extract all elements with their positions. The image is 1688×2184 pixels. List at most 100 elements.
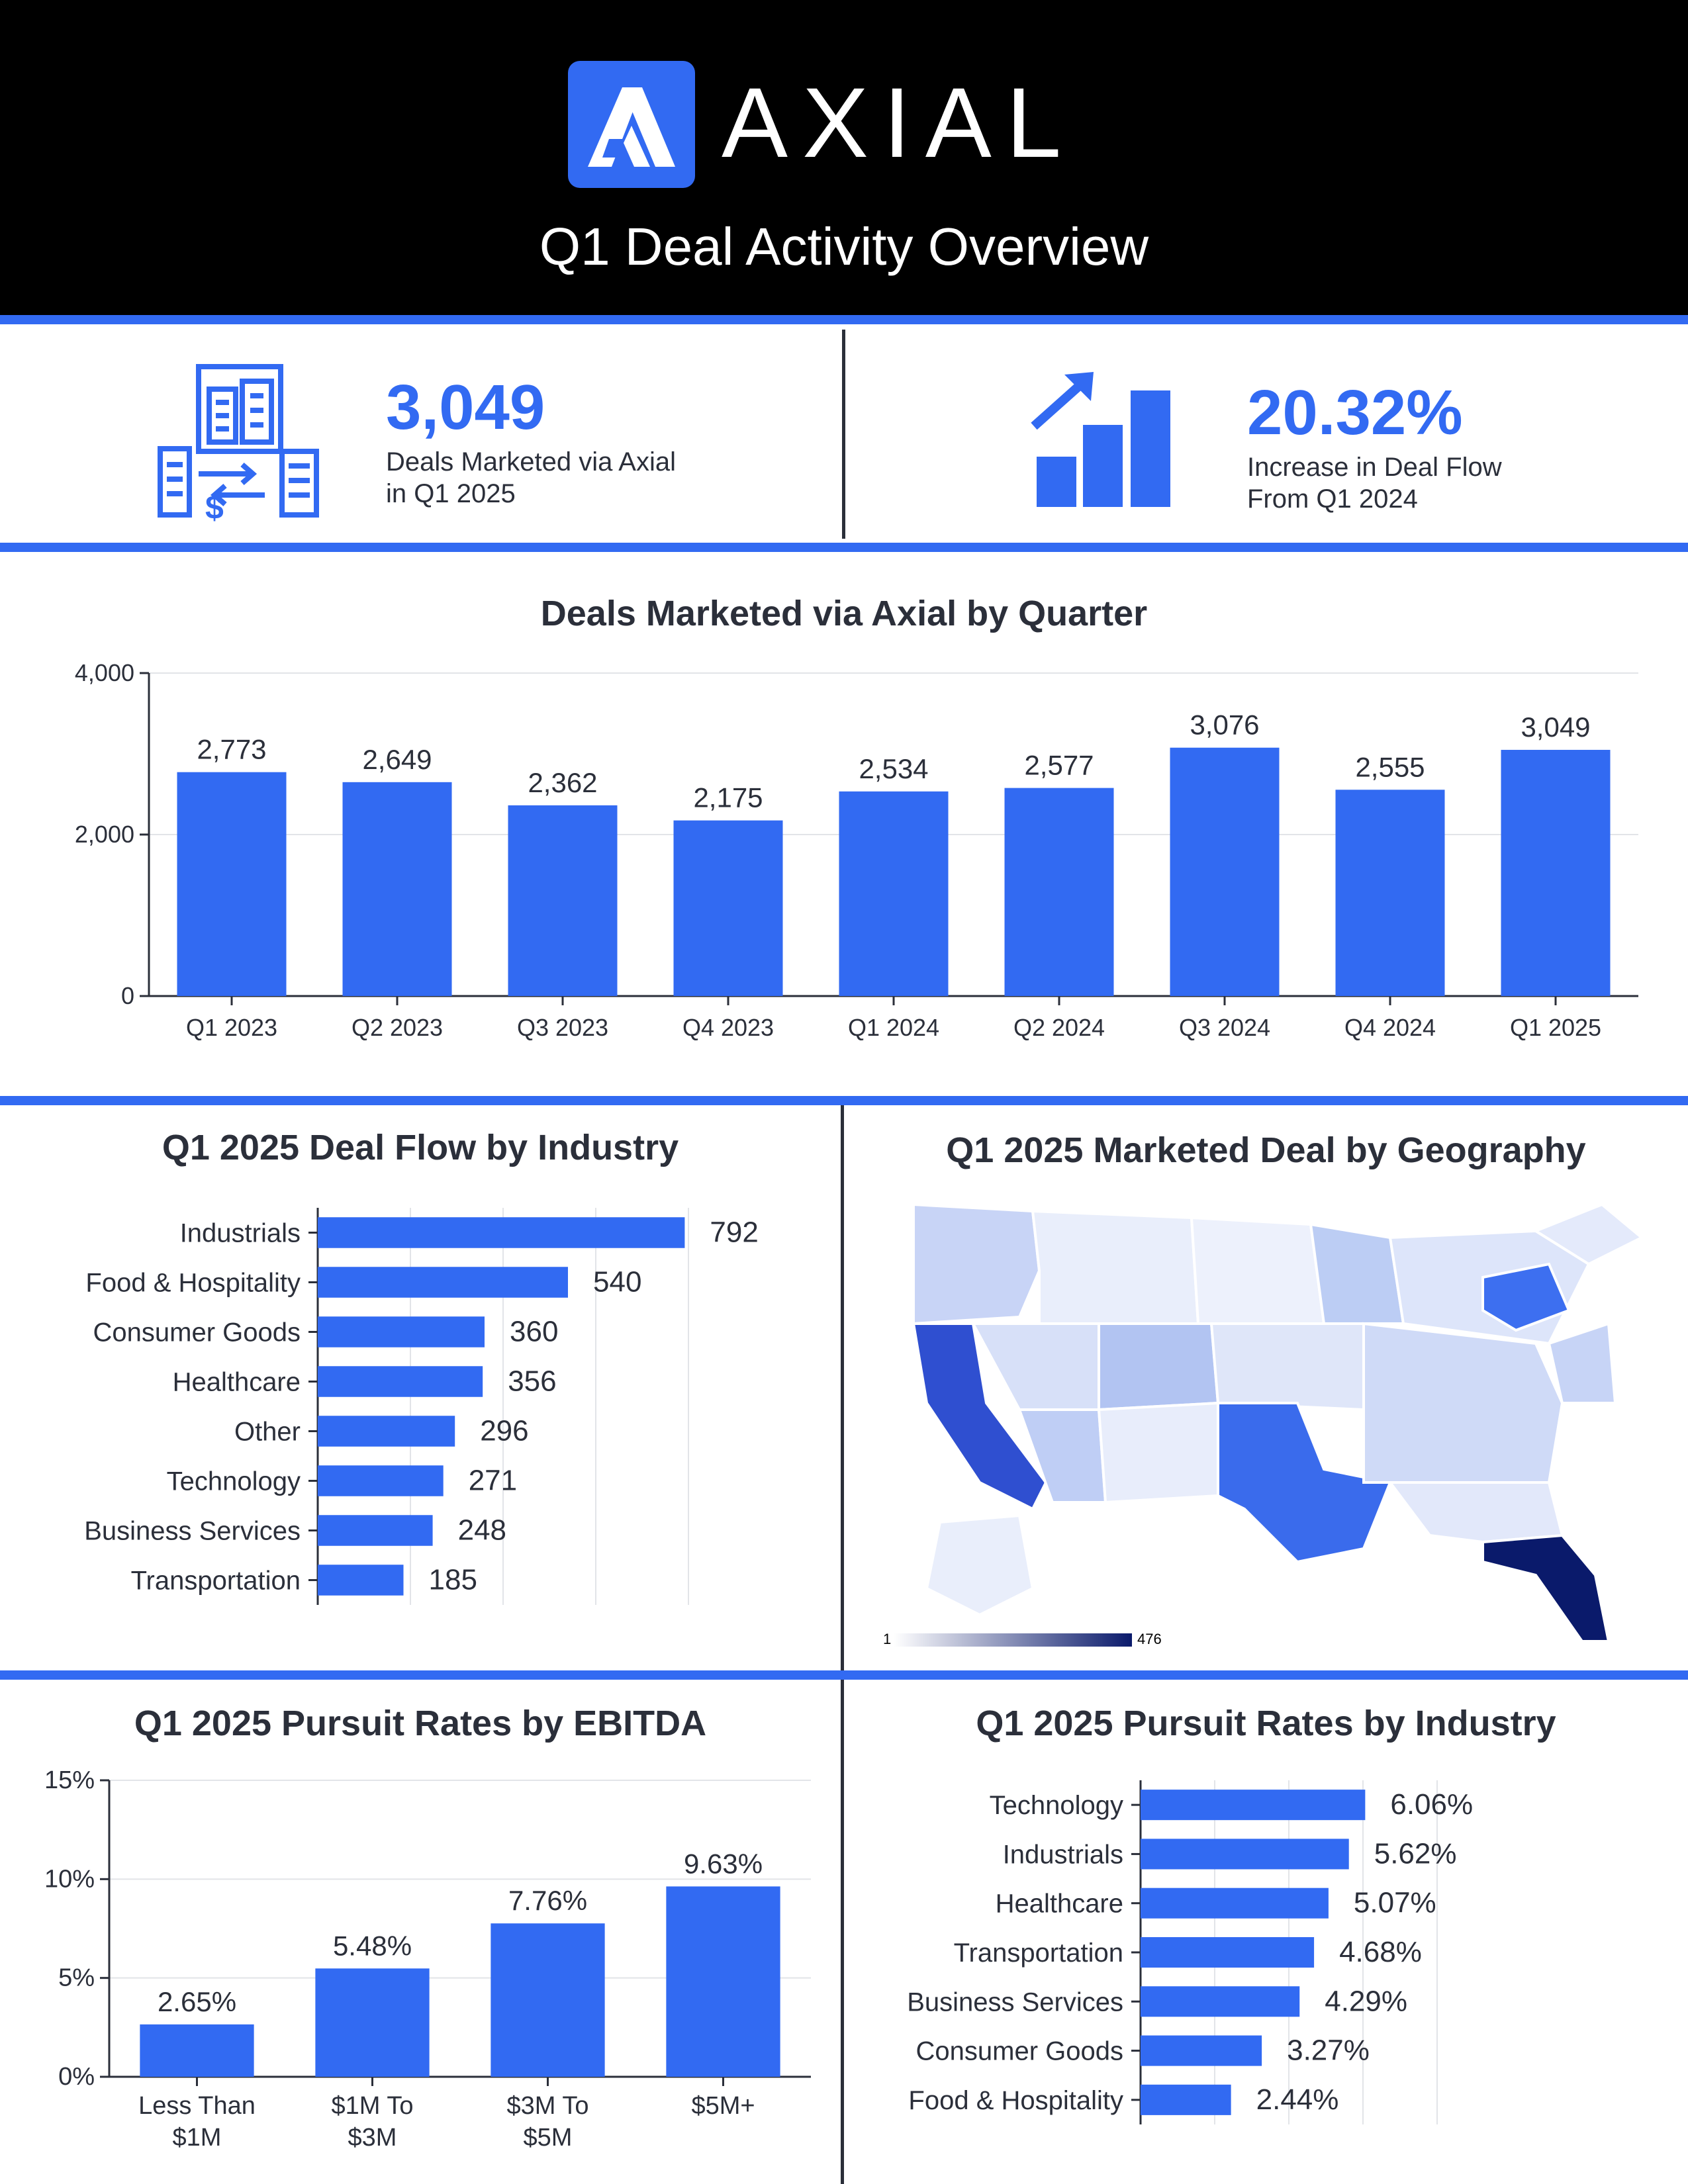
- section-divider: [0, 543, 1688, 552]
- bar: [140, 2024, 254, 2077]
- y-tick-label: Business Services: [84, 1517, 301, 1546]
- map-region-colorado: [1098, 1322, 1220, 1412]
- bar-value-label: 2.44%: [1256, 2083, 1339, 2116]
- bar: [508, 805, 618, 996]
- geo-map-title: Q1 2025 Marketed Deal by Geography: [946, 1130, 1586, 1170]
- buildings-exchange-icon: $: [152, 363, 324, 526]
- kpi-deals-label: Deals Marketed via Axial in Q1 2025: [386, 447, 676, 508]
- y-tick-label: 10%: [44, 1865, 95, 1893]
- map-region-texas: [1217, 1402, 1392, 1564]
- bar: [318, 1416, 455, 1447]
- header-banner: [0, 0, 1688, 315]
- x-tick-label: Q1 2023: [186, 1014, 277, 1041]
- bar: [491, 1923, 605, 2077]
- bar: [1501, 750, 1611, 996]
- y-tick-label: Transportation: [131, 1567, 301, 1596]
- y-tick-label: Consumer Goods: [916, 2037, 1123, 2066]
- bar-value-label: 356: [508, 1365, 556, 1398]
- bar-value-label: 5.62%: [1374, 1837, 1457, 1870]
- bar-value-label: 2,577: [1024, 750, 1094, 781]
- x-tick-label: Q1 2025: [1510, 1014, 1601, 1041]
- y-tick-label: Business Services: [907, 1987, 1123, 2017]
- quarterly-chart-title: Deals Marketed via Axial by Quarter: [540, 594, 1148, 633]
- map-region-mid-atlantic: [1547, 1322, 1617, 1404]
- kpi-deals-value: 3,049: [386, 372, 545, 443]
- bar: [318, 1565, 404, 1596]
- color-scale-bar: [894, 1633, 1132, 1647]
- map-region-south-central: [1362, 1322, 1564, 1484]
- svg-text:$: $: [205, 489, 224, 522]
- bar-value-label: 5.48%: [333, 1930, 412, 1961]
- x-tick-label: Less Than: [138, 2092, 256, 2120]
- bar: [318, 1316, 485, 1347]
- bar-value-label: 2,362: [528, 767, 597, 798]
- map-region-alaska: [925, 1514, 1035, 1617]
- y-tick-label: Industrials: [180, 1219, 301, 1248]
- y-tick-label: Healthcare: [996, 1889, 1123, 1919]
- bar-value-label: 3,049: [1521, 711, 1590, 743]
- bar: [1141, 2084, 1231, 2115]
- bar-value-label: 6.06%: [1390, 1788, 1473, 1821]
- us-choropleth-map: [912, 1203, 1644, 1641]
- axial-logo-icon: [568, 61, 695, 188]
- industry-chart-title: Q1 2025 Deal Flow by Industry: [162, 1128, 679, 1167]
- map-region-northwest: [912, 1203, 1041, 1326]
- x-tick-label: Q3 2023: [517, 1014, 608, 1041]
- bar: [1141, 2035, 1262, 2066]
- y-tick-label: Transportation: [954, 1938, 1123, 1968]
- y-tick-label: 15%: [44, 1766, 95, 1794]
- x-tick-label: $5M: [524, 2124, 573, 2152]
- y-tick-label: Food & Hospitality: [85, 1269, 301, 1298]
- x-tick-label: Q4 2024: [1344, 1014, 1436, 1041]
- map-region-new-york: [1481, 1262, 1571, 1332]
- pursuit-industry-bar-chart: Technology 6.06% Industrials 5.62% Healthcar…: [907, 1780, 1473, 2124]
- map-region-california: [912, 1322, 1048, 1511]
- industry-bar-chart: Industrials 792 Food & Hospitality 540 Consu…: [84, 1208, 759, 1605]
- bar-value-label: 540: [593, 1266, 641, 1298]
- bar: [318, 1465, 444, 1496]
- bar-growth-icon: [1030, 371, 1176, 510]
- bar-value-label: 5.07%: [1354, 1887, 1436, 1919]
- y-tick-label: Technology: [990, 1791, 1123, 1820]
- logo-wordmark: AXIAL: [722, 67, 1076, 178]
- bar: [1170, 747, 1280, 996]
- map-region-gulf-coast: [1387, 1481, 1564, 1544]
- bar: [1141, 1839, 1349, 1870]
- map-region-florida: [1481, 1533, 1611, 1641]
- section-divider: [0, 1670, 1688, 1680]
- y-tick-label: 2,000: [75, 821, 134, 848]
- y-tick-label: Healthcare: [173, 1368, 301, 1397]
- ebitda-bar-chart: 0% 5% 10% 15% 2.65% Less Than $1M 5.48% $1M To $3…: [44, 1766, 811, 2152]
- quarterly-bar-chart: 0 2,000 4,000 2,773 Q1 2023 2,649 Q2 2023 2,362…: [75, 659, 1638, 1041]
- x-tick-label: $1M: [173, 2124, 222, 2152]
- map-region-north-central: [1031, 1209, 1200, 1325]
- y-tick-label: Industrials: [1003, 1840, 1123, 1869]
- map-region-plains-north: [1190, 1216, 1326, 1325]
- bar: [1141, 1986, 1300, 2017]
- bar-value-label: 2.65%: [158, 1986, 236, 2017]
- bar-value-label: 296: [480, 1415, 528, 1447]
- bar: [342, 782, 452, 996]
- y-tick-label: Technology: [167, 1467, 301, 1496]
- bar: [673, 820, 783, 996]
- bar: [315, 1968, 430, 2077]
- map-region-new-mexico: [1097, 1401, 1219, 1504]
- bar-value-label: 4.29%: [1325, 1985, 1407, 2017]
- y-tick-label: Food & Hospitality: [908, 2086, 1123, 2115]
- bar-value-label: 3,076: [1190, 709, 1259, 741]
- bar-value-label: 792: [710, 1216, 758, 1249]
- bar: [1141, 1936, 1315, 1968]
- map-region-new-england: [1532, 1203, 1644, 1266]
- x-tick-label: $5M+: [691, 2092, 755, 2120]
- axial-logo-mark: [588, 87, 675, 167]
- y-tick-label: 5%: [58, 1964, 95, 1992]
- x-tick-label: $3M: [348, 2124, 397, 2152]
- bar-value-label: 7.76%: [508, 1885, 587, 1916]
- bar: [318, 1515, 433, 1546]
- bar: [666, 1886, 780, 2077]
- section-divider: [0, 1096, 1688, 1105]
- bar-value-label: 9.63%: [684, 1848, 763, 1879]
- y-tick-label: 0%: [58, 2063, 95, 2091]
- map-region-great-basin: [970, 1322, 1100, 1411]
- x-tick-label: Q3 2024: [1179, 1014, 1270, 1041]
